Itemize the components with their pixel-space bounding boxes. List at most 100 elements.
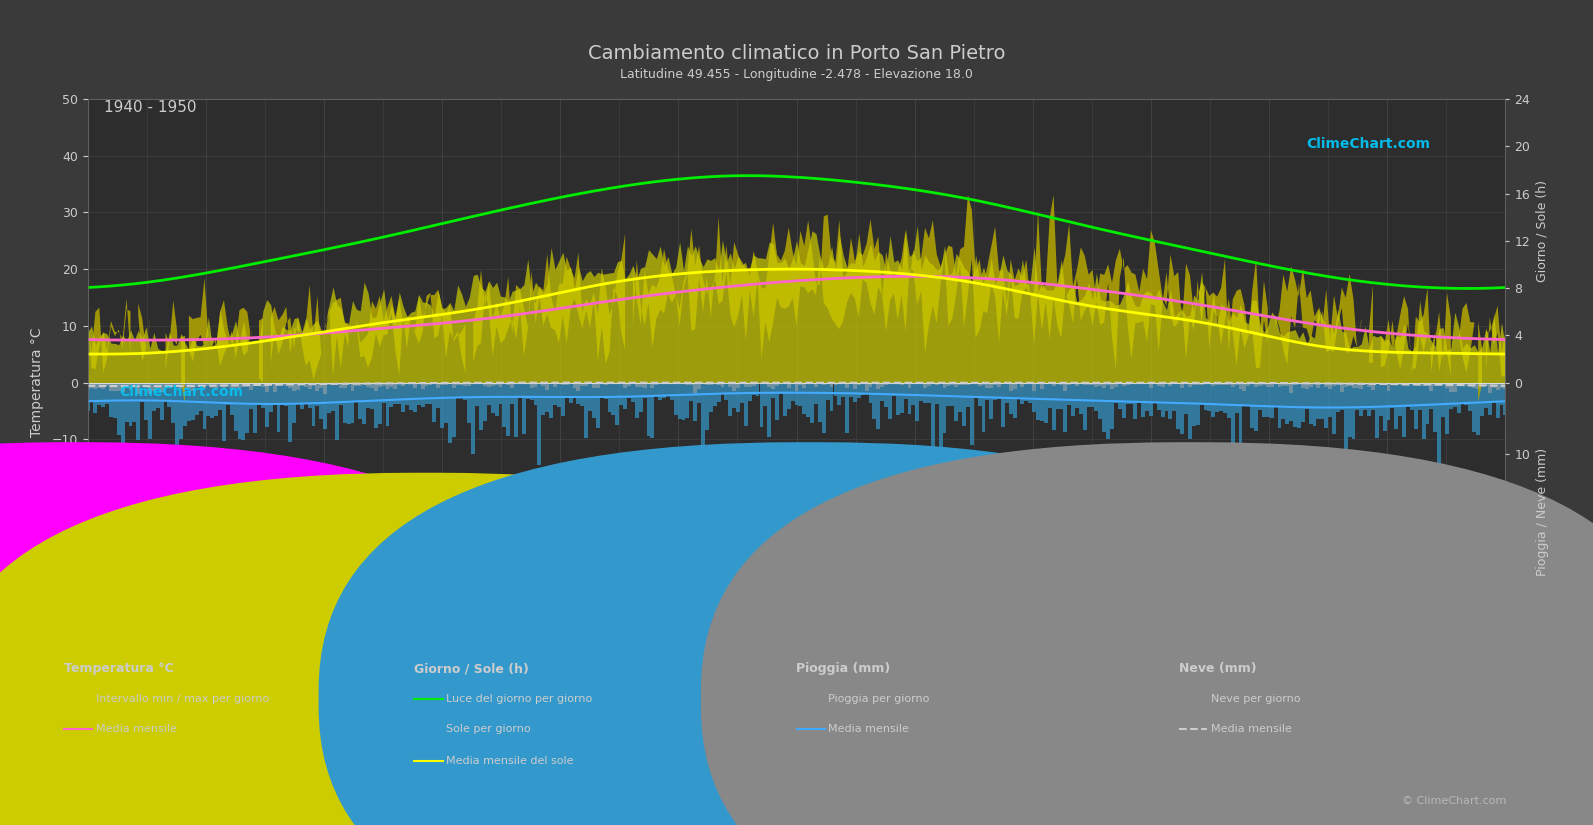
Bar — [534, 383, 537, 404]
Bar — [86, 383, 89, 411]
Bar — [518, 383, 523, 398]
Bar — [491, 383, 495, 386]
Bar — [1356, 383, 1359, 388]
Bar — [137, 383, 140, 440]
Bar — [105, 383, 108, 386]
Bar — [1324, 383, 1329, 428]
Bar — [1086, 383, 1091, 384]
Bar — [954, 383, 957, 421]
Bar — [1204, 383, 1207, 384]
Bar — [1410, 383, 1415, 384]
Bar — [89, 383, 94, 389]
Bar — [677, 383, 682, 418]
Bar — [218, 383, 221, 410]
Bar — [1192, 383, 1196, 426]
Bar — [720, 383, 725, 394]
Bar — [1394, 383, 1399, 429]
Bar — [1461, 383, 1464, 404]
Bar — [1407, 383, 1410, 408]
Bar — [1456, 383, 1461, 412]
Bar — [981, 383, 986, 384]
Bar — [545, 383, 550, 412]
Bar — [860, 383, 865, 395]
Bar — [523, 383, 526, 434]
Bar — [288, 383, 292, 442]
Bar — [566, 383, 569, 398]
Bar — [927, 383, 930, 386]
Bar — [1278, 383, 1281, 387]
Bar — [1309, 383, 1313, 387]
Bar — [499, 383, 502, 387]
Bar — [249, 383, 253, 409]
Bar — [612, 383, 615, 414]
Bar — [1274, 383, 1278, 407]
Bar — [1067, 383, 1070, 385]
Bar — [362, 383, 366, 384]
Bar — [628, 383, 631, 398]
Bar — [1013, 383, 1016, 389]
Bar — [1192, 383, 1196, 385]
Bar — [1059, 383, 1063, 409]
Bar — [97, 383, 102, 388]
Bar — [1094, 383, 1098, 411]
Bar — [798, 383, 803, 406]
Bar — [561, 383, 566, 384]
Bar — [1091, 383, 1094, 407]
Bar — [760, 383, 763, 427]
Bar — [97, 383, 102, 405]
Bar — [1016, 383, 1021, 399]
Bar — [102, 383, 105, 407]
Bar — [1169, 383, 1172, 419]
Bar — [849, 383, 852, 397]
Bar — [1106, 383, 1110, 439]
Bar — [464, 383, 467, 400]
Bar — [1340, 383, 1344, 410]
Bar — [378, 383, 382, 424]
Bar — [895, 383, 900, 414]
Bar — [1075, 383, 1078, 408]
Bar — [116, 383, 121, 435]
Bar — [690, 383, 693, 384]
Bar — [957, 383, 962, 412]
Bar — [545, 383, 550, 390]
Bar — [604, 383, 607, 398]
Bar — [1301, 383, 1305, 388]
Bar — [113, 383, 116, 417]
Bar — [1219, 383, 1223, 411]
Bar — [261, 383, 264, 408]
Bar — [671, 383, 674, 384]
Bar — [650, 383, 655, 388]
Bar — [763, 383, 768, 406]
Bar — [207, 383, 210, 416]
Bar — [1227, 383, 1231, 384]
Bar — [186, 383, 191, 389]
Bar — [1059, 383, 1063, 384]
Bar — [728, 383, 733, 387]
Bar — [339, 383, 342, 405]
Bar — [1254, 383, 1258, 387]
Bar — [1321, 383, 1324, 419]
Bar — [417, 383, 421, 405]
Text: Neve per giorno: Neve per giorno — [1211, 694, 1300, 704]
Bar — [1114, 383, 1118, 403]
Bar — [655, 383, 658, 384]
Bar — [151, 383, 156, 412]
Bar — [1040, 383, 1043, 422]
Bar — [1204, 383, 1207, 410]
Bar — [167, 383, 172, 408]
Bar — [467, 383, 472, 423]
Bar — [307, 383, 312, 389]
Bar — [354, 383, 358, 386]
Bar — [741, 383, 744, 403]
Bar — [1332, 383, 1337, 386]
Bar — [951, 383, 954, 384]
Bar — [1380, 383, 1383, 385]
Bar — [755, 383, 760, 396]
Bar — [456, 383, 459, 398]
Bar — [1215, 383, 1219, 385]
Bar — [736, 383, 741, 412]
Bar — [771, 383, 776, 389]
Bar — [1421, 383, 1426, 386]
Bar — [1461, 383, 1464, 385]
Bar — [717, 383, 720, 385]
